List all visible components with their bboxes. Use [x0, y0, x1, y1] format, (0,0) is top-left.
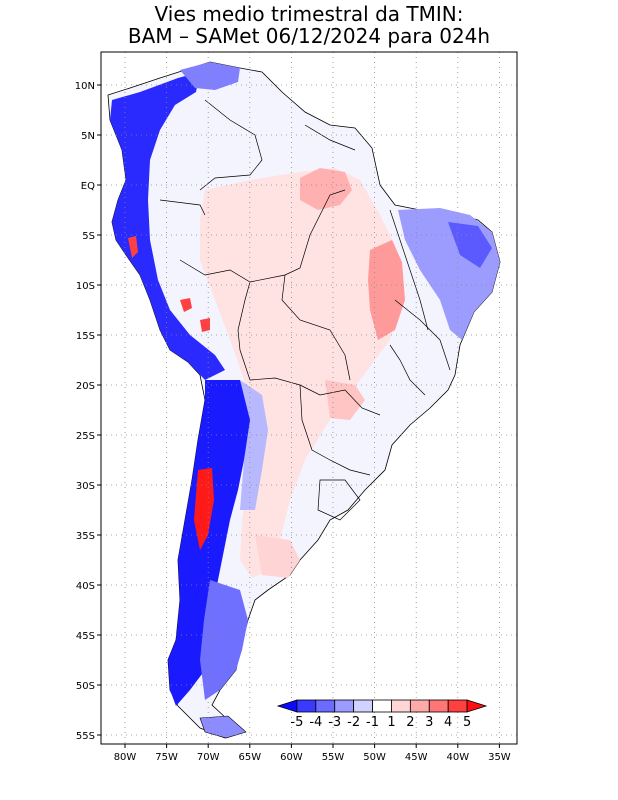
colorbar-swatch [315, 699, 336, 713]
warm-bias-amazon-core [300, 168, 352, 210]
lon-label: 75W [155, 752, 178, 763]
lat-label: 45S [76, 631, 95, 642]
lon-label: 60W [280, 752, 303, 763]
colorbar-label: 4 [444, 715, 452, 730]
cool-bias-andes-north [110, 72, 225, 380]
lat-label: 35S [76, 531, 95, 542]
lon-label: 70W [197, 752, 220, 763]
colorbar-label: -5 [290, 715, 303, 730]
colorbar-arrow-high [466, 699, 488, 713]
map-frame [100, 51, 518, 745]
map-title-line1: Vies medio trimestral da TMIN: [154, 2, 464, 26]
lat-label: 15S [76, 331, 95, 342]
cool-bias-andes-south [168, 380, 252, 706]
colorbar: -5 -4 -3 -2 -1 1 2 3 4 5 [276, 699, 488, 730]
warm-bias-central-chile [194, 468, 214, 550]
lat-label: 10S [76, 281, 95, 292]
colorbar-label: 1 [387, 715, 395, 730]
colorbar-label: 5 [463, 715, 471, 730]
lon-label: 80W [114, 752, 137, 763]
colorbar-label: 3 [425, 715, 433, 730]
country-borders [159, 99, 451, 521]
lon-label: 55W [322, 752, 345, 763]
colorbar-swatch [334, 699, 355, 713]
cool-bias-patagonia [200, 580, 248, 700]
lon-label: 45W [405, 752, 428, 763]
lat-label: 30S [76, 481, 95, 492]
latitude-labels: 10N 5N EQ 5S 10S 15S 20S 25S 30S 35S 40S 45S 50S 55S [75, 81, 101, 742]
lat-label: 5S [82, 231, 95, 242]
map-title-line2: BAM – SAMet 06/12/2024 para 024h [127, 24, 491, 48]
warm-bias-andes-spots [128, 236, 210, 332]
lat-label: 55S [76, 731, 95, 742]
colorbar-swatch [428, 699, 449, 713]
warm-bias-south-brazil [325, 380, 365, 420]
map-field [107, 61, 501, 739]
lon-label: 35W [488, 752, 511, 763]
lat-label: 50S [76, 681, 95, 692]
colorbar-swatch [296, 699, 317, 713]
cool-bias-caribbean [180, 62, 240, 90]
colorbar-swatch [372, 699, 392, 713]
colorbar-swatch [391, 699, 411, 713]
colorbar-label: -1 [366, 715, 379, 730]
colorbar-label: -4 [309, 715, 322, 730]
colorbar-swatch [447, 699, 468, 713]
colorbar-swatch [409, 699, 430, 713]
lat-label: 25S [76, 431, 95, 442]
warm-bias-central-brazil [368, 240, 405, 340]
lat-lon-grid [101, 52, 517, 744]
colorbar-swatch [353, 699, 373, 713]
longitude-labels: 80W 75W 70W 65W 60W 55W 50W 45W 40W 35W [114, 744, 511, 763]
lat-label: 20S [76, 381, 95, 392]
lat-label: 10N [75, 81, 95, 92]
lon-label: 40W [446, 752, 469, 763]
cool-bias-andes-margin [240, 380, 268, 510]
warm-bias-argentina [255, 535, 300, 578]
colorbar-label: -2 [347, 715, 360, 730]
lat-label: 5N [81, 131, 95, 142]
cool-bias-northeast-core [448, 222, 492, 268]
lon-label: 65W [238, 752, 261, 763]
lon-label: 50W [363, 752, 386, 763]
lat-label: 40S [76, 581, 95, 592]
colorbar-label: -3 [328, 715, 341, 730]
colorbar-label: 2 [406, 715, 414, 730]
lat-label: EQ [81, 181, 95, 192]
